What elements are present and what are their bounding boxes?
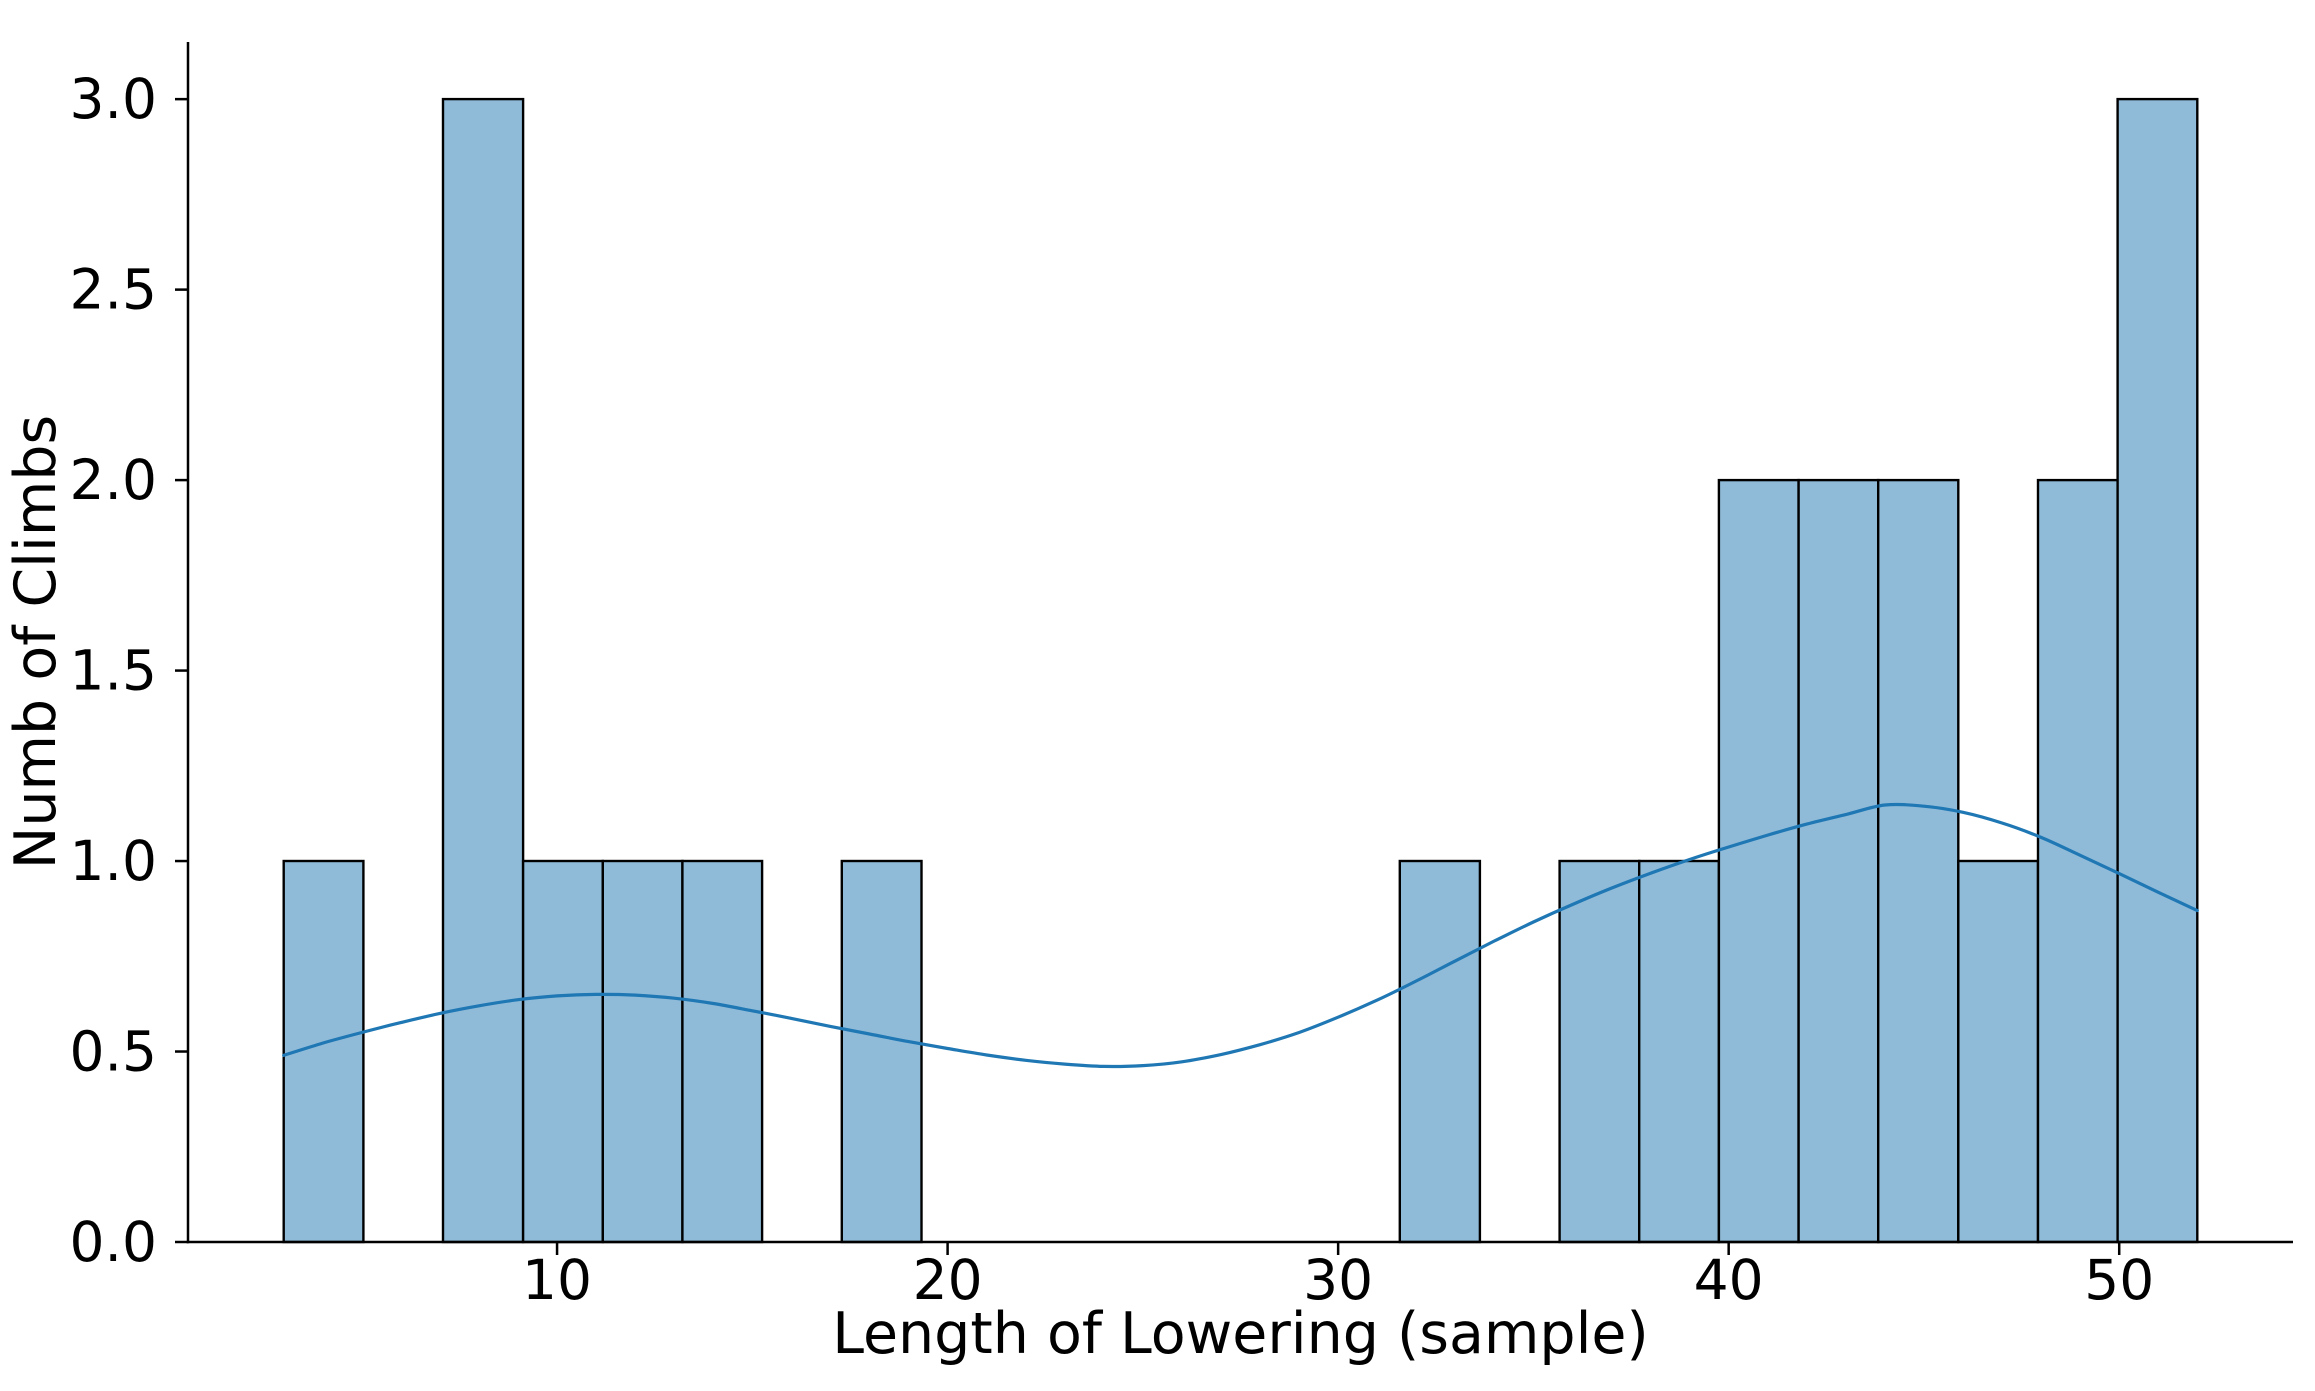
y-tick-label: 1.5 (70, 639, 157, 703)
x-tick-label: 10 (522, 1248, 592, 1312)
histogram-bar (1637, 859, 1721, 1244)
y-tick-label: 2.5 (70, 258, 157, 322)
histogram-bar (441, 97, 525, 1244)
x-axis-title: Length of Lowering (sample) (832, 1301, 1649, 1367)
histogram-bar (681, 859, 764, 1244)
histogram-bar (1717, 478, 1800, 1244)
histogram-bar (1957, 859, 2040, 1244)
histogram-bar (840, 859, 923, 1244)
x-tick-label: 50 (2084, 1248, 2154, 1312)
y-axis-title: Numb of Climbs (3, 415, 69, 870)
x-tick-label: 20 (913, 1248, 983, 1312)
histogram-bar (1398, 859, 1482, 1244)
y-tick-label: 3.0 (70, 67, 157, 131)
histogram-bar (2036, 478, 2119, 1244)
kde-curve (282, 802, 2199, 1069)
y-tick-label: 1.0 (70, 829, 157, 893)
histogram-bar (2116, 97, 2199, 1244)
y-tick-label: 2.0 (70, 448, 157, 512)
x-tick-label: 40 (1694, 1248, 1764, 1312)
histogram-bar (601, 859, 684, 1244)
histogram-bar (521, 859, 604, 1244)
histogram-bar (1797, 478, 1880, 1244)
x-tick-label: 30 (1303, 1248, 1373, 1312)
histogram-bar (1876, 478, 1960, 1244)
y-axis-ticks: 0.0 0.5 1.0 1.5 2.0 2.5 3.0 (70, 67, 188, 1274)
y-tick-label: 0.5 (70, 1020, 157, 1084)
x-axis-ticks: 10 20 30 40 50 (522, 1242, 2154, 1312)
histogram-bars (282, 97, 2199, 1244)
y-tick-label: 0.0 (70, 1210, 157, 1274)
histogram-bar (1558, 859, 1641, 1244)
